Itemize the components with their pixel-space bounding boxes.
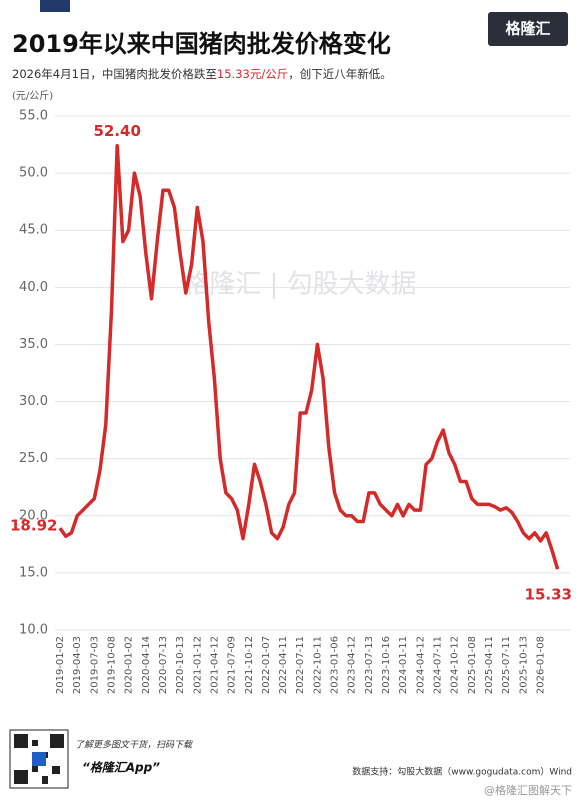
x-tick-label: 2025-04-11 <box>484 636 495 694</box>
x-tick-label: 2022-01-07 <box>261 636 272 694</box>
y-axis-label: (元/公斤) <box>12 90 53 102</box>
x-tick-label: 2019-07-03 <box>89 636 100 694</box>
logo-box <box>488 12 568 46</box>
y-tick-label: 40.0 <box>19 280 48 295</box>
x-tick-label: 2022-10-11 <box>312 636 323 694</box>
x-tick-label: 2020-04-14 <box>141 636 152 694</box>
data-label: 18.92 <box>10 517 57 535</box>
x-tick-label: 2022-04-11 <box>278 636 289 694</box>
promo: 了解更多图文干货，扫码下载 <box>75 740 193 751</box>
y-tick-label: 45.0 <box>19 223 48 238</box>
x-tick-label: 2021-01-12 <box>192 636 203 694</box>
subtitle-part: 2026年4月1日，中国猪肉批发价格跌至 <box>12 67 217 81</box>
y-tick-label: 25.0 <box>19 451 48 466</box>
watermark: 格隆汇 | 勾股大数据 <box>183 270 416 300</box>
x-tick-label: 2021-10-12 <box>244 636 255 694</box>
y-tick-label: 20.0 <box>19 508 48 523</box>
x-tick-label: 2025-01-08 <box>467 636 478 694</box>
subtitle: 2026年4月1日，中国猪肉批发价格跌至15.33元/公斤，创下近八年新低。 <box>12 67 392 81</box>
subtitle-part: ，创下近八年新低。 <box>288 67 392 81</box>
top-accent <box>40 0 70 12</box>
x-tick-label: 2024-04-12 <box>415 636 426 694</box>
x-tick-label: 2026-01-08 <box>535 636 546 694</box>
x-tick-label: 2022-07-11 <box>295 636 306 694</box>
data-label: 15.33 <box>525 586 572 604</box>
credit: @格隆汇图解天下 <box>484 783 572 797</box>
x-tick-label: 2020-01-02 <box>124 636 135 694</box>
x-tick-label: 2020-07-13 <box>158 636 169 694</box>
subtitle-highlight: 15.33元/公斤 <box>217 67 288 81</box>
y-tick-label: 15.0 <box>19 565 48 580</box>
app-name: “格隆汇App” <box>82 761 160 775</box>
source: 数据支持：勾股大数据（www.gogudata.com）Wind <box>352 766 572 778</box>
x-tick-label: 2023-01-06 <box>330 636 341 694</box>
x-tick-label: 2020-10-13 <box>175 636 186 694</box>
y-tick-label: 55.0 <box>19 109 48 124</box>
chart-title: 2019年以来中国猪肉批发价格变化 <box>12 30 391 58</box>
x-tick-label: 2019-10-08 <box>106 636 117 694</box>
x-tick-label: 2021-04-12 <box>209 636 220 694</box>
price-line <box>58 143 560 570</box>
qr-code <box>9 729 69 789</box>
y-tick-label: 50.0 <box>19 166 48 181</box>
x-tick-label: 2021-07-09 <box>227 636 238 694</box>
logo: 格隆汇 <box>505 20 550 38</box>
x-tick-label: 2023-04-12 <box>347 636 358 694</box>
x-tick-label: 2023-07-13 <box>364 636 375 694</box>
x-tick-label: 2024-10-12 <box>450 636 461 694</box>
x-tick-label: 2019-01-02 <box>55 636 66 694</box>
x-tick-label: 2024-07-11 <box>433 636 444 694</box>
data-label: 52.40 <box>93 122 140 140</box>
y-tick-label: 10.0 <box>19 623 48 638</box>
x-tick-label: 2023-10-16 <box>381 636 392 694</box>
y-tick-label: 30.0 <box>19 394 48 409</box>
x-tick-label: 2025-07-11 <box>501 636 512 694</box>
x-tick-label: 2025-10-13 <box>518 636 529 694</box>
x-tick-label: 2019-04-03 <box>72 636 83 694</box>
x-tick-label: 2024-01-11 <box>398 636 409 694</box>
y-tick-label: 35.0 <box>19 337 48 352</box>
